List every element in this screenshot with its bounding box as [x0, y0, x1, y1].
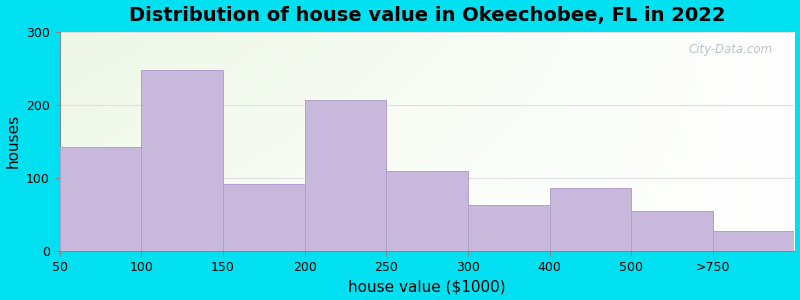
- Bar: [713, 231, 794, 251]
- Bar: [305, 100, 386, 251]
- Title: Distribution of house value in Okeechobee, FL in 2022: Distribution of house value in Okeechobe…: [129, 6, 726, 25]
- Y-axis label: houses: houses: [6, 114, 21, 169]
- Bar: [468, 205, 550, 251]
- Bar: [386, 171, 468, 251]
- Bar: [60, 146, 142, 251]
- Bar: [550, 188, 631, 251]
- X-axis label: house value ($1000): house value ($1000): [348, 279, 506, 294]
- Text: City-Data.com: City-Data.com: [688, 43, 773, 56]
- Bar: [631, 211, 713, 251]
- Bar: [223, 184, 305, 251]
- Bar: [142, 70, 223, 251]
